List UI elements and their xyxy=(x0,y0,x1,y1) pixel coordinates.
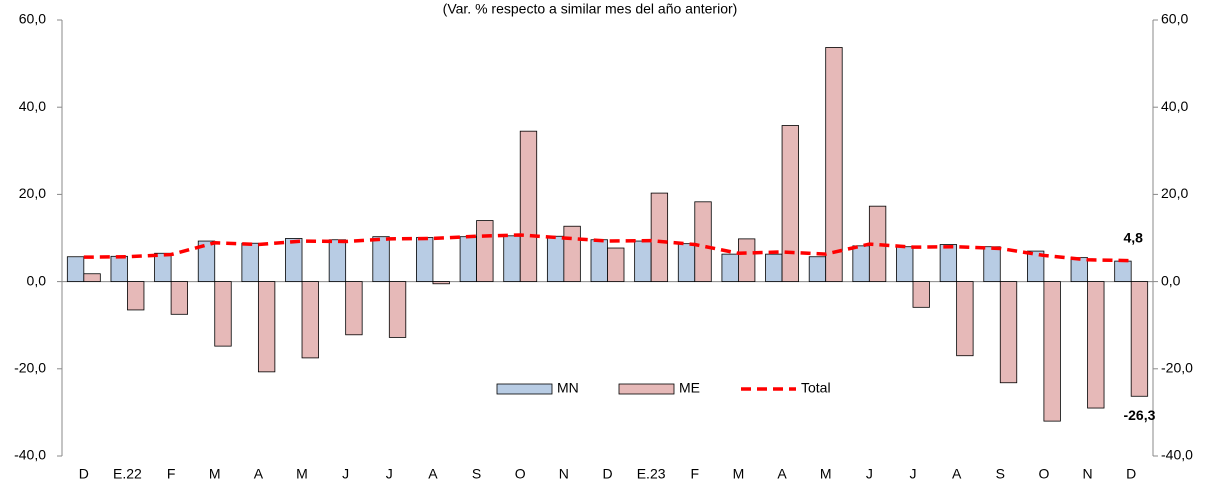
y2-tick-label: 20,0 xyxy=(1161,185,1188,201)
bar xyxy=(765,253,783,283)
bar xyxy=(214,281,232,347)
line xyxy=(83,233,1132,263)
legend-label: ME xyxy=(679,380,700,396)
x-tick-label: J xyxy=(342,466,349,482)
x-tick-label: N xyxy=(559,466,569,482)
bar xyxy=(939,244,958,282)
bar xyxy=(1087,281,1105,409)
x-tick-label: M xyxy=(733,466,745,482)
x-tick-label: S xyxy=(996,466,1005,482)
bar xyxy=(127,281,145,311)
bar xyxy=(459,236,477,283)
y-tick-label: -40,0 xyxy=(14,447,46,463)
legend-swatch xyxy=(618,383,675,395)
bar xyxy=(896,246,914,283)
bar xyxy=(388,281,407,338)
bar xyxy=(781,125,799,282)
y-tick-label: 40,0 xyxy=(19,98,46,114)
bar xyxy=(563,225,581,282)
x-tick-label: O xyxy=(1038,466,1049,482)
x-tick-label: F xyxy=(690,466,699,482)
bar xyxy=(808,256,827,282)
bar xyxy=(634,240,652,283)
bar xyxy=(677,243,696,282)
y2-tick-label: -20,0 xyxy=(1161,360,1193,376)
y2-tick-label: 60,0 xyxy=(1161,11,1188,27)
legend-label: Total xyxy=(801,380,831,396)
x-tick-label: D xyxy=(1126,466,1136,482)
bar xyxy=(1130,281,1149,397)
bar xyxy=(650,192,669,282)
bar xyxy=(590,239,608,283)
bar xyxy=(519,130,538,282)
bar xyxy=(956,281,974,357)
legend-swatch xyxy=(496,383,553,395)
bar xyxy=(694,201,712,282)
bar xyxy=(301,281,319,359)
bar xyxy=(738,238,756,282)
y-tick-label: -20,0 xyxy=(14,360,46,376)
x-tick-label: A xyxy=(952,466,962,482)
bar xyxy=(1027,250,1045,283)
x-tick-label: O xyxy=(515,466,526,482)
x-tick-label: J xyxy=(386,466,393,482)
legend-label: MN xyxy=(557,380,579,396)
y-tick-label: 0,0 xyxy=(27,272,47,288)
y2-tick-label: 40,0 xyxy=(1161,98,1188,114)
x-tick-label: E.23 xyxy=(637,466,666,482)
bar xyxy=(432,281,450,285)
bar xyxy=(607,247,625,282)
x-tick-label: J xyxy=(866,466,873,482)
bar xyxy=(328,239,347,283)
bar xyxy=(197,240,216,283)
bar xyxy=(110,255,128,283)
bar xyxy=(983,246,1001,283)
bar xyxy=(345,281,363,336)
x-tick-label: J xyxy=(909,466,916,482)
x-tick-label: M xyxy=(209,466,221,482)
data-label: 4,8 xyxy=(1123,229,1143,245)
bar xyxy=(999,281,1018,384)
x-tick-label: A xyxy=(777,466,787,482)
bar xyxy=(825,47,843,283)
bar xyxy=(1070,257,1088,282)
chart-subtitle: (Var. % respecto a similar mes del año a… xyxy=(443,1,738,17)
bar xyxy=(546,235,565,282)
y-tick-label: 20,0 xyxy=(19,185,46,201)
x-tick-label: N xyxy=(1082,466,1092,482)
bar xyxy=(170,281,189,315)
x-tick-label: M xyxy=(820,466,832,482)
bar xyxy=(66,256,85,282)
bar xyxy=(852,245,870,283)
x-tick-label: D xyxy=(602,466,612,482)
bar xyxy=(372,236,390,283)
bar xyxy=(285,238,303,283)
bar xyxy=(257,281,276,373)
y-tick-label: 60,0 xyxy=(19,11,46,27)
x-tick-label: S xyxy=(472,466,481,482)
x-tick-label: E.22 xyxy=(113,466,142,482)
x-tick-label: M xyxy=(296,466,308,482)
bar xyxy=(1043,281,1061,422)
y2-tick-label: -40,0 xyxy=(1161,447,1193,463)
bar xyxy=(1114,260,1132,283)
data-label: -26,3 xyxy=(1123,407,1155,423)
bar xyxy=(83,273,101,283)
x-tick-label: A xyxy=(254,466,264,482)
bar xyxy=(912,281,930,308)
x-tick-label: F xyxy=(167,466,176,482)
bar xyxy=(476,220,494,282)
x-tick-label: D xyxy=(79,466,89,482)
y2-tick-label: 0,0 xyxy=(1161,272,1181,288)
x-tick-label: A xyxy=(428,466,438,482)
bar xyxy=(416,237,434,282)
bar xyxy=(721,253,739,283)
bar xyxy=(503,235,521,283)
bar xyxy=(154,252,172,282)
bar xyxy=(241,242,259,282)
